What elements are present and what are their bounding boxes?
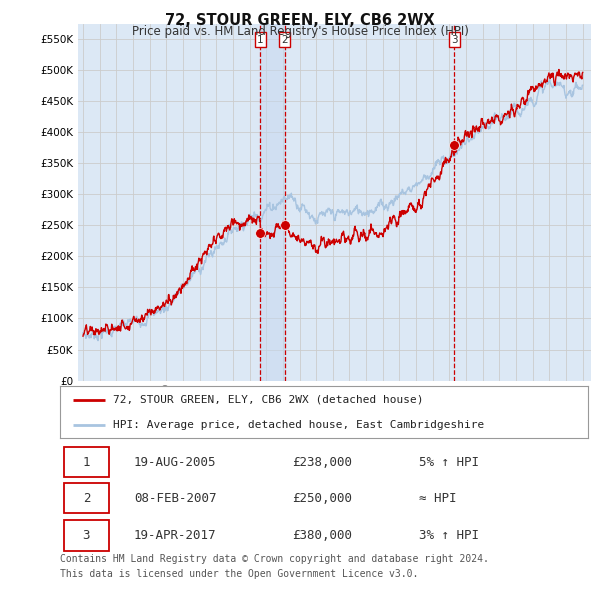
Text: 2: 2 [281,35,288,45]
Text: 19-APR-2017: 19-APR-2017 [134,529,217,542]
FancyBboxPatch shape [64,447,109,477]
Text: Price paid vs. HM Land Registry's House Price Index (HPI): Price paid vs. HM Land Registry's House … [131,25,469,38]
Text: £380,000: £380,000 [292,529,352,542]
Text: 5% ↑ HPI: 5% ↑ HPI [419,455,479,468]
Bar [260,24,284,381]
FancyBboxPatch shape [64,483,109,513]
FancyBboxPatch shape [64,520,109,550]
Text: 08-FEB-2007: 08-FEB-2007 [134,491,217,504]
Text: 72, STOUR GREEN, ELY, CB6 2WX (detached house): 72, STOUR GREEN, ELY, CB6 2WX (detached … [113,395,424,405]
Text: £250,000: £250,000 [292,491,352,504]
Text: Contains HM Land Registry data © Crown copyright and database right 2024.: Contains HM Land Registry data © Crown c… [60,553,489,563]
Text: 3: 3 [83,529,90,542]
Text: 3: 3 [451,35,458,45]
Text: £238,000: £238,000 [292,455,352,468]
Text: 2: 2 [83,491,90,504]
Text: 1: 1 [83,455,90,468]
Text: 1: 1 [257,35,263,45]
Text: 3% ↑ HPI: 3% ↑ HPI [419,529,479,542]
Text: HPI: Average price, detached house, East Cambridgeshire: HPI: Average price, detached house, East… [113,420,484,430]
Text: 19-AUG-2005: 19-AUG-2005 [134,455,217,468]
Text: 72, STOUR GREEN, ELY, CB6 2WX: 72, STOUR GREEN, ELY, CB6 2WX [165,13,435,28]
Text: ≈ HPI: ≈ HPI [419,491,457,504]
Text: This data is licensed under the Open Government Licence v3.0.: This data is licensed under the Open Gov… [60,569,418,579]
